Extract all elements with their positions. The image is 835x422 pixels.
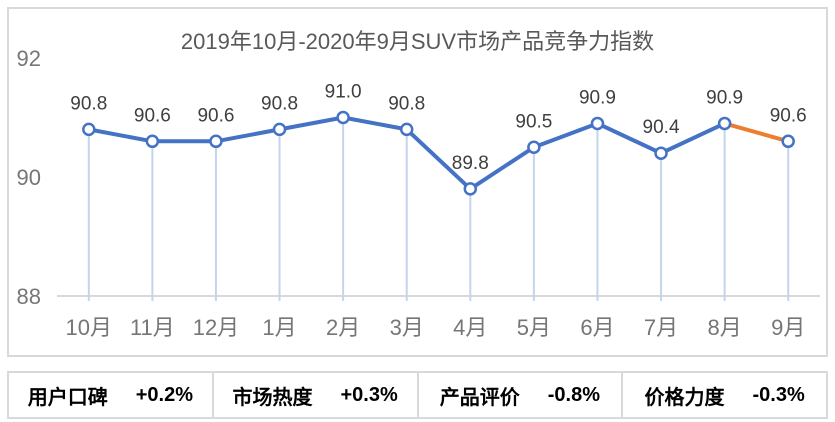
stat-value: -0.3% xyxy=(752,383,805,406)
stat-label: 市场热度 xyxy=(232,386,313,409)
stat-value: +0.3% xyxy=(340,383,398,406)
stat-cell: 市场热度 +0.3% xyxy=(211,373,417,417)
stat-label: 用户口碑 xyxy=(27,386,108,409)
chart-panel: 2019年10月-2020年9月SUV市场产品竞争力指数 xyxy=(7,7,828,357)
stats-bar: 用户口碑 +0.2% 市场热度 +0.3% 产品评价 -0.8% 价格力度 -0.3% xyxy=(7,371,828,419)
stat-value: -0.8% xyxy=(547,383,600,406)
stat-label: 产品评价 xyxy=(439,386,520,409)
stat-cell: 用户口碑 +0.2% xyxy=(9,373,212,417)
stat-cell: 价格力度 -0.3% xyxy=(621,373,826,417)
chart-title: 2019年10月-2020年9月SUV市场产品竞争力指数 xyxy=(180,29,655,54)
stat-label: 价格力度 xyxy=(644,386,725,409)
stat-cell: 产品评价 -0.8% xyxy=(416,373,622,417)
stat-value: +0.2% xyxy=(135,383,193,406)
